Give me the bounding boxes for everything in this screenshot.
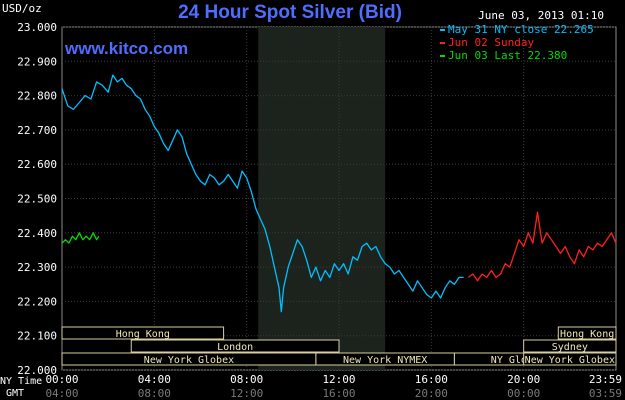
legend-entry: Jun 02 Sunday — [448, 36, 534, 49]
market-session-label: Sydney — [552, 342, 588, 353]
legend-entry: May 31 NY close 22.265 — [448, 23, 594, 36]
y-tick-label: 22.600 — [17, 158, 57, 171]
y-tick-label: 22.900 — [17, 55, 57, 68]
market-session-label: London — [217, 342, 253, 353]
y-tick-label: 22.000 — [17, 364, 57, 377]
market-session-box — [61, 326, 225, 340]
x-tick-label-ny: 00:00 — [45, 373, 78, 386]
series-line — [467, 211, 617, 282]
x-tick-label-gmt: 00:00 — [507, 387, 540, 400]
gmt-label: GMT — [6, 388, 24, 399]
x-tick-label-ny: 12:00 — [322, 373, 355, 386]
y-tick-label: 23.000 — [17, 21, 57, 34]
market-session-label: Hong Kong — [116, 329, 170, 340]
market-session-label: New York Globex — [144, 355, 234, 366]
y-tick-label: 22.100 — [17, 330, 57, 343]
market-session-label: NY Globex — [491, 355, 545, 366]
y-tick-label: 22.800 — [17, 90, 57, 103]
x-tick-label-gmt: 03:59 — [589, 387, 622, 400]
x-tick-label-gmt: 20:00 — [415, 387, 448, 400]
y-tick-label: 22.400 — [17, 227, 57, 240]
nymex-session-band — [258, 27, 386, 370]
x-tick-label-gmt: 12:00 — [230, 387, 263, 400]
series-line — [61, 232, 100, 244]
y-axis: 22.000 22.100 22.200 22.300 22.400 22.500 22.6… — [17, 21, 57, 377]
x-tick-label-ny: 16:00 — [415, 373, 448, 386]
market-session-box — [523, 339, 617, 353]
x-tick-label-ny: 04:00 — [138, 373, 171, 386]
price-series — [61, 74, 617, 313]
grid-lines — [62, 26, 616, 371]
x-tick-label-gmt: 16:00 — [322, 387, 355, 400]
x-tick-label-gmt: 08:00 — [138, 387, 171, 400]
chart-title: 24 Hour Spot Silver (Bid) — [178, 2, 402, 23]
y-tick-label: 22.700 — [17, 124, 57, 137]
y-tick-label: 22.500 — [17, 193, 57, 206]
series-line — [61, 74, 464, 313]
market-session-box — [523, 352, 617, 366]
market-session-box — [130, 339, 340, 353]
x-tick-label-gmt: 04:00 — [45, 387, 78, 400]
x-axis: 00:00 04:00 08:00 12:00 16:00 20:00 23:5904:00… — [0, 373, 622, 400]
y-tick-label: 22.300 — [17, 261, 57, 274]
legend-entry: Jun 03 Last 22.380 — [448, 49, 567, 62]
x-tick-label-ny: 23:59 — [589, 373, 622, 386]
market-session-label: New York NYMEX — [343, 355, 427, 366]
ny-time-label: NY Time — [0, 376, 42, 387]
market-session-label: Hong Kong — [560, 329, 614, 340]
market-session-box — [557, 326, 617, 340]
x-tick-label-ny: 20:00 — [507, 373, 540, 386]
chart-datetime: June 03, 2013 01:10 — [478, 9, 604, 22]
x-tick-label-ny: 08:00 — [230, 373, 263, 386]
market-session-label: New York Globex — [525, 355, 615, 366]
y-tick-label: 22.200 — [17, 295, 57, 308]
watermark: www.kitco.com — [64, 39, 188, 58]
unit-label: USD/oz — [2, 2, 42, 15]
